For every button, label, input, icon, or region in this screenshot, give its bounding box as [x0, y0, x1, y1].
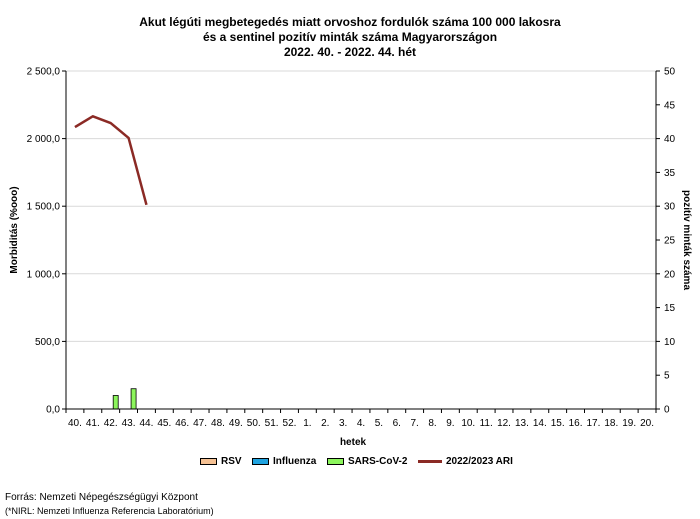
y-tick-label-right: 20	[664, 269, 676, 280]
y-tick-label-left: 500,0	[35, 337, 60, 348]
y-tick-label-right: 40	[664, 134, 676, 145]
y-tick-label-right: 45	[664, 100, 676, 111]
bar-sars-cov-2	[130, 388, 137, 410]
line-ari	[74, 115, 148, 206]
x-tick-label: 47.	[193, 418, 207, 429]
x-tick-label: 11.	[480, 418, 493, 429]
x-tick-label: 9.	[446, 418, 454, 429]
x-tick-label: 1.	[303, 418, 311, 429]
x-axis-label: hetek	[340, 437, 367, 448]
title-line-2: és a sentinel pozitív minták száma Magya…	[202, 30, 498, 44]
y-tick-label-right: 25	[664, 236, 676, 247]
legend-item-ari: 2022/2023 ARI	[418, 456, 513, 467]
x-tick-label: 16.	[569, 418, 583, 429]
title-line-1: Akut légúti megbetegedés miatt orvoshoz …	[139, 15, 561, 29]
tick-labels: 0,0 500,0 1 000,0 1 500,0 2 000,0 2 500,0 0 5 10…	[27, 67, 676, 430]
x-tick-label: 42.	[104, 418, 118, 429]
x-tick-label: 6.	[393, 418, 401, 429]
y-tick-label-right: 5	[664, 371, 670, 382]
legend-item-sars: SARS-CoV-2	[327, 456, 407, 467]
y-axis-label-right: pozitív minták száma	[681, 190, 692, 290]
x-tick-label: 43.	[122, 418, 136, 429]
x-tick-label: 45.	[157, 418, 171, 429]
legend-item-influenza: Influenza	[252, 456, 316, 467]
x-tick-label: 41.	[86, 418, 100, 429]
y-tick-label-right: 30	[664, 202, 676, 213]
legend-item-rsv: RSV	[200, 456, 242, 467]
y-tick-label-right: 15	[664, 303, 676, 314]
x-tick-label: 12.	[497, 418, 511, 429]
y-tick-label-left: 2 000,0	[27, 134, 61, 145]
x-tick-label: 52.	[283, 418, 297, 429]
x-tick-label: 17.	[586, 418, 600, 429]
y-tick-label-right: 35	[664, 168, 676, 179]
x-tick-label: 5.	[375, 418, 383, 429]
x-tick-label: 3.	[339, 418, 347, 429]
x-tick-label: 18.	[604, 418, 618, 429]
y-tick-label-right: 0	[664, 405, 670, 416]
x-tick-label: 7.	[410, 418, 418, 429]
legend: RSV Influenza SARS-CoV-2 2022/2023 ARI	[0, 456, 700, 470]
x-tick-label: 14.	[533, 418, 547, 429]
legend-label-sars: SARS-CoV-2	[348, 456, 408, 467]
y-tick-label-right: 50	[664, 67, 676, 78]
x-tick-label: 2.	[321, 418, 329, 429]
legend-swatch-sars	[327, 458, 344, 465]
source-note: Forrás: Nemzeti Népegészségügyi Központ	[5, 492, 198, 503]
x-tick-label: 50.	[247, 418, 261, 429]
y-axis-label-left: Morbiditás (%ooo)	[9, 186, 20, 273]
y-tick-label-right: 10	[664, 337, 676, 348]
x-tick-label: 8.	[428, 418, 436, 429]
x-tick-label: 19.	[622, 418, 636, 429]
x-tick-label: 40.	[68, 418, 82, 429]
title-line-3: 2022. 40. - 2022. 44. hét	[283, 45, 417, 59]
legend-swatch-influenza	[252, 458, 269, 465]
axes	[62, 70, 660, 413]
legend-label-rsv: RSV	[221, 456, 242, 467]
x-tick-label: 15.	[551, 418, 565, 429]
legend-label-ari: 2022/2023 ARI	[446, 456, 513, 467]
x-tick-label: 49.	[229, 418, 243, 429]
bars	[112, 388, 137, 410]
x-tick-label: 48.	[211, 418, 225, 429]
y-tick-label-left: 1 000,0	[27, 269, 61, 280]
x-tick-label: 13.	[515, 418, 529, 429]
legend-swatch-ari	[418, 460, 442, 463]
footnote: (*NIRL: Nemzeti Influenza Referencia Lab…	[5, 506, 214, 516]
legend-label-influenza: Influenza	[273, 456, 317, 467]
x-tick-label: 51.	[265, 418, 279, 429]
x-tick-label: 10.	[461, 418, 475, 429]
x-tick-label: 20.	[640, 418, 654, 429]
line-series	[74, 115, 148, 206]
x-tick-label: 46.	[175, 418, 189, 429]
y-tick-label-left: 2 500,0	[27, 67, 61, 78]
x-tick-label: 4.	[357, 418, 365, 429]
legend-swatch-rsv	[200, 458, 217, 465]
bar-sars-cov-2	[112, 395, 119, 410]
y-tick-label-left: 0,0	[46, 405, 60, 416]
x-tick-label: 44.	[140, 418, 154, 429]
y-tick-label-left: 1 500,0	[27, 202, 61, 213]
gridlines	[66, 70, 656, 342]
